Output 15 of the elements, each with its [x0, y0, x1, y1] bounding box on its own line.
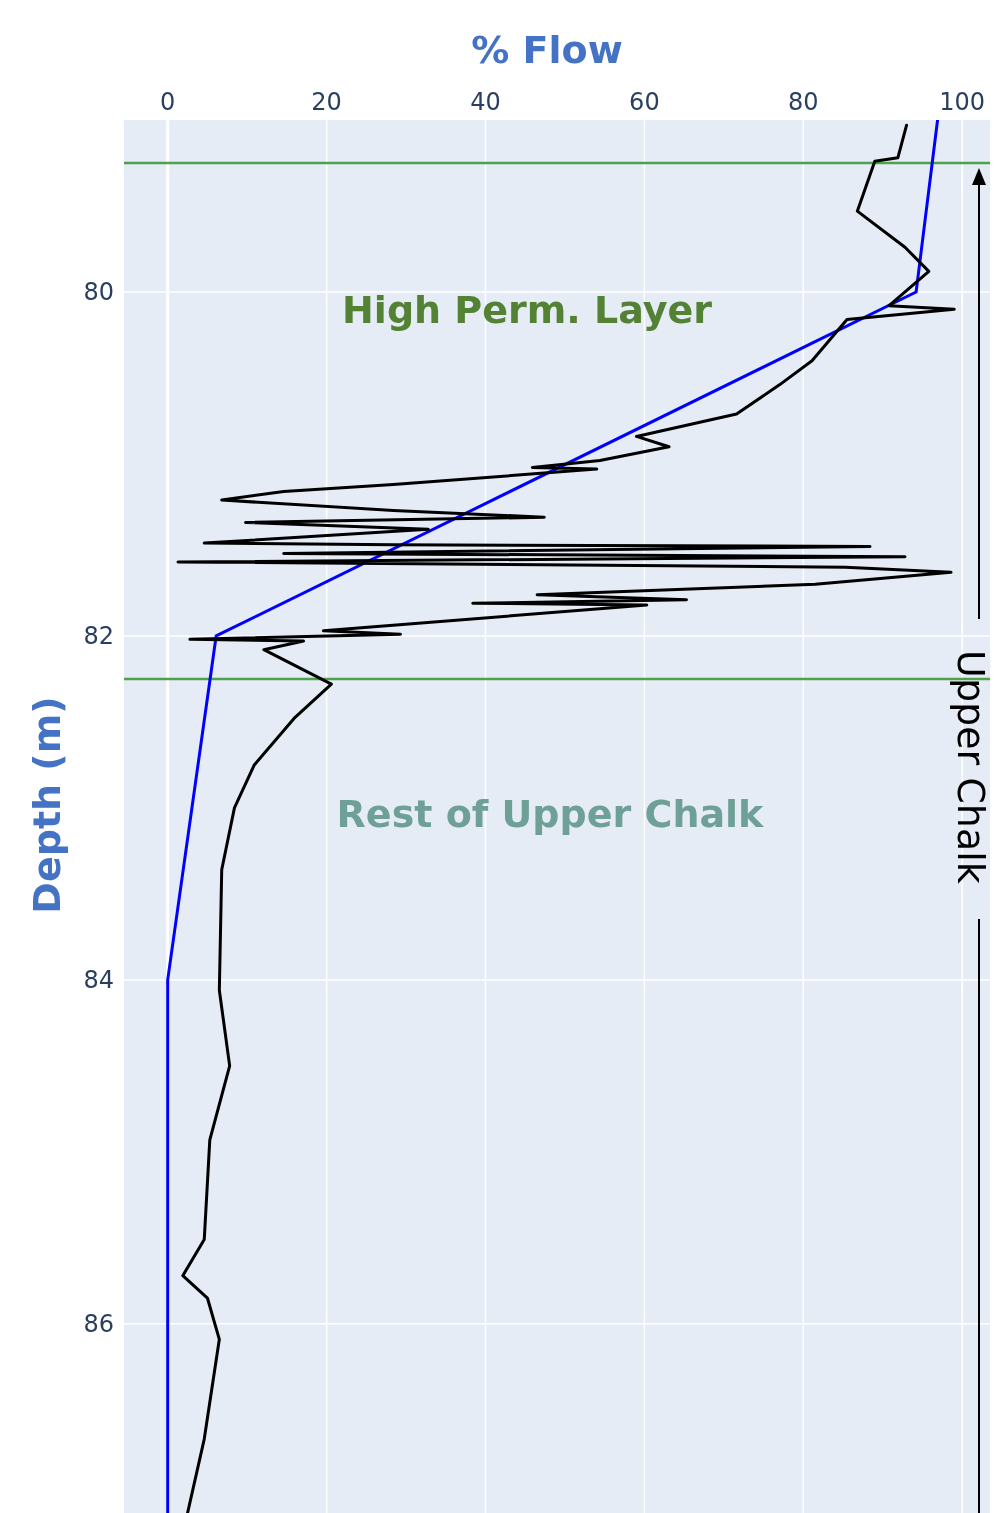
annotation: Upper Chalk: [949, 650, 993, 884]
x-tick-label: 0: [160, 88, 176, 116]
y-axis-title: Depth (m): [25, 696, 69, 914]
y-tick-label: 84: [83, 965, 114, 994]
x-tick-label: 20: [311, 88, 342, 116]
x-axis-title: % Flow: [471, 28, 623, 72]
x-tick-label: 100: [939, 88, 986, 116]
x-tick-label: 80: [788, 88, 819, 116]
x-tick-label: 40: [470, 88, 501, 116]
y-tick-label: 82: [83, 621, 114, 650]
x-tick-label: 60: [629, 88, 660, 116]
y-tick-label: 80: [83, 277, 114, 306]
annotation: High Perm. Layer: [342, 288, 713, 332]
y-tick-label: 86: [83, 1309, 114, 1338]
annotation: Rest of Upper Chalk: [336, 792, 765, 836]
